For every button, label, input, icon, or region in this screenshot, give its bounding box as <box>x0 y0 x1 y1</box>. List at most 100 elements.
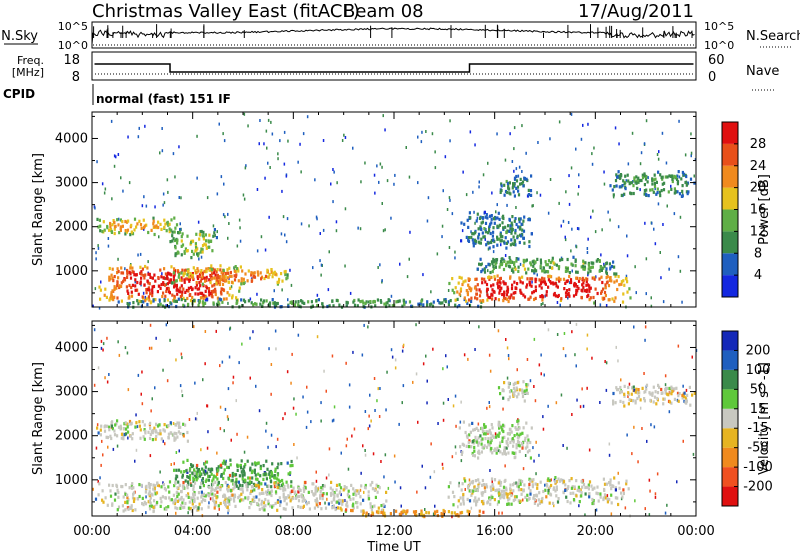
velocity-noise-cell <box>639 406 642 410</box>
velocity-ytick-label: 3000 <box>55 385 88 400</box>
power-echo-cell <box>163 218 166 222</box>
power-noise-cell <box>322 139 325 142</box>
velocity-noise-cell <box>464 488 466 491</box>
power-echo-cell <box>173 267 176 271</box>
power-echo-cell <box>346 301 349 305</box>
power-noise-cell <box>143 195 145 199</box>
power-echo-cell <box>483 267 486 271</box>
velocity-echo-cell <box>192 484 195 488</box>
power-echo-cell <box>504 225 507 229</box>
velocity-echo-cell <box>472 453 475 457</box>
velocity-echo-cell <box>440 512 443 516</box>
power-echo-cell <box>194 271 197 275</box>
power-echo-cell <box>177 275 180 279</box>
velocity-echo-cell <box>246 459 249 463</box>
velocity-echo-cell <box>231 478 234 482</box>
power-echo-cell <box>555 263 558 267</box>
power-echo-cell <box>532 264 535 268</box>
velocity-echo-cell <box>349 497 352 502</box>
velocity-noise-cell <box>588 448 591 452</box>
noise-tick-low-right: 10^0 <box>704 39 734 52</box>
velocity-echo-cell <box>186 475 189 479</box>
velocity-echo-cell <box>609 483 612 487</box>
velocity-echo-cell <box>627 385 630 390</box>
velocity-echo-cell <box>641 386 644 390</box>
power-echo-cell <box>178 230 182 234</box>
power-echo-cell <box>635 175 638 179</box>
power-echo-cell <box>502 216 505 221</box>
power-noise-cell <box>640 151 643 155</box>
power-noise-cell <box>96 160 98 164</box>
power-echo-cell <box>391 304 394 308</box>
velocity-echo-cell <box>520 492 523 496</box>
velocity-echo-cell <box>484 489 487 493</box>
velocity-noise-cell <box>328 447 331 451</box>
velocity-echo-cell <box>479 434 482 438</box>
power-echo-cell <box>98 218 101 222</box>
power-noise-cell <box>343 133 345 137</box>
velocity-noise-cell <box>584 513 586 517</box>
power-echo-cell <box>500 182 503 186</box>
velocity-echo-cell <box>526 434 529 438</box>
velocity-echo-cell <box>162 483 165 487</box>
power-echo-cell <box>191 272 194 276</box>
velocity-echo-cell <box>657 383 660 387</box>
power-echo-cell <box>300 299 303 303</box>
velocity-echo-cell <box>568 479 571 483</box>
power-echo-cell <box>615 184 618 188</box>
power-noise-cell <box>536 273 538 277</box>
power-echo-cell <box>430 302 433 306</box>
velocity-noise-cell <box>538 453 540 457</box>
velocity-echo-cell <box>269 504 272 508</box>
power-noise-cell <box>287 139 289 143</box>
power-echo-cell <box>583 267 586 271</box>
power-echo-cell <box>205 269 208 273</box>
power-noise-cell <box>441 235 443 239</box>
power-echo-cell <box>357 298 360 302</box>
velocity-echo-cell <box>609 478 612 482</box>
velocity-echo-cell <box>508 390 512 394</box>
power-echo-cell <box>264 274 268 278</box>
power-echo-cell <box>397 299 400 304</box>
velocity-echo-cell <box>684 396 687 400</box>
power-echo-cell <box>128 283 131 288</box>
velocity-echo-cell <box>532 496 535 500</box>
power-echo-cell <box>250 273 253 277</box>
power-noise-cell <box>564 235 566 239</box>
velocity-echo-cell <box>176 486 179 490</box>
power-noise-cell <box>549 137 551 141</box>
power-echo-cell <box>640 178 643 183</box>
velocity-echo-cell <box>496 446 499 450</box>
velocity-echo-cell <box>513 434 516 438</box>
velocity-noise-cell <box>297 333 300 337</box>
velocity-noise-cell <box>282 417 284 421</box>
power-echo-cell <box>491 297 494 301</box>
power-noise-cell <box>614 126 617 130</box>
power-echo-cell <box>171 239 174 243</box>
velocity-echo-cell <box>495 451 498 455</box>
power-noise-cell <box>113 154 116 158</box>
power-echo-cell <box>134 288 137 292</box>
velocity-echo-cell <box>469 430 472 434</box>
power-echo-cell <box>183 251 186 255</box>
velocity-echo-cell <box>515 495 518 499</box>
power-echo-cell <box>554 294 557 298</box>
power-echo-cell <box>523 295 527 299</box>
power-echo-cell <box>498 217 501 221</box>
velocity-echo-cell <box>511 451 514 455</box>
power-echo-cell <box>683 172 686 176</box>
power-noise-cell <box>666 204 668 208</box>
power-echo-cell <box>145 223 148 227</box>
power-noise-cell <box>142 291 145 295</box>
velocity-echo-cell <box>184 479 187 483</box>
cbar-velocity-tick-label: -15 <box>747 421 768 436</box>
velocity-echo-cell <box>573 485 576 489</box>
power-echo-cell <box>681 170 684 175</box>
velocity-noise-cell <box>268 347 270 351</box>
velocity-noise-cell <box>591 356 593 360</box>
velocity-echo-cell <box>213 500 216 504</box>
velocity-echo-cell <box>587 483 590 487</box>
velocity-noise-cell <box>140 392 142 396</box>
freq-tick-low: 8 <box>72 70 80 85</box>
velocity-echo-cell <box>345 508 348 512</box>
